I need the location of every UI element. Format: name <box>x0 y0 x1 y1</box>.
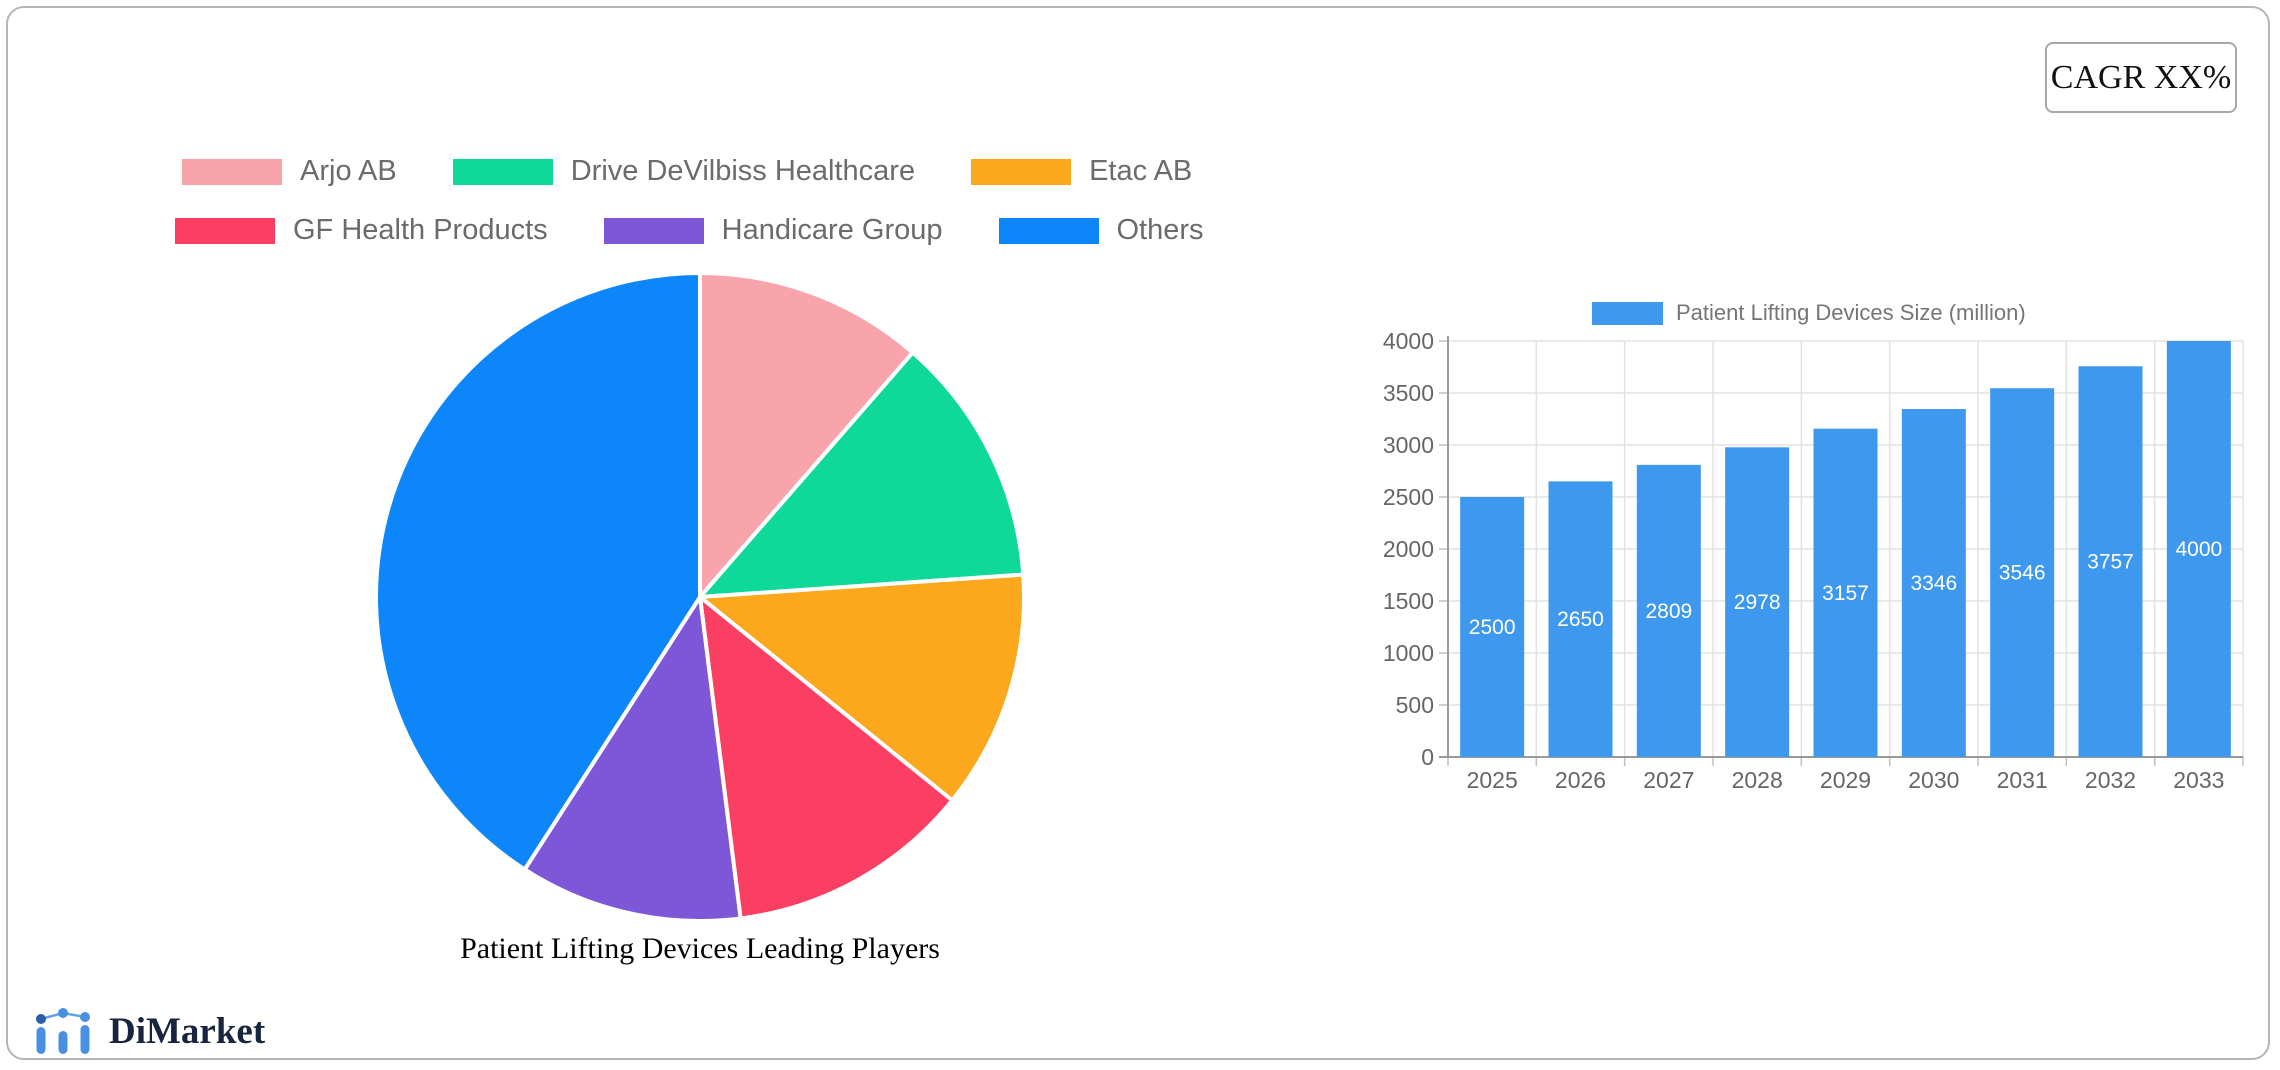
x-axis-tick-label: 2025 <box>1467 767 1518 793</box>
bar-legend: Patient Lifting Devices Size (million) <box>1592 300 2026 326</box>
legend-label: GF Health Products <box>293 214 548 247</box>
x-axis-tick-label: 2029 <box>1820 767 1871 793</box>
bar-value-label: 4000 <box>2175 538 2222 561</box>
x-axis-tick-label: 2026 <box>1555 767 1606 793</box>
legend-item-etac-ab: Etac AB <box>971 155 1192 188</box>
x-axis-tick-label: 2032 <box>2085 767 2136 793</box>
bar-value-label: 2650 <box>1557 608 1604 631</box>
x-axis-tick-label: 2030 <box>1908 767 1959 793</box>
y-axis-tick-label: 1000 <box>1383 640 1434 666</box>
bar-legend-label: Patient Lifting Devices Size (million) <box>1676 300 2026 326</box>
legend-swatch-others <box>999 218 1099 244</box>
y-axis-tick-label: 500 <box>1396 692 1434 718</box>
legend-item-gf-health-products: GF Health Products <box>175 214 548 247</box>
bar-value-label: 3546 <box>1999 562 2046 585</box>
bar-legend-swatch <box>1592 302 1663 325</box>
legend-item-arjo-ab: Arjo AB <box>182 155 397 188</box>
pie-legend-row-2: GF Health Products Handicare Group Others <box>175 214 1204 247</box>
y-axis-tick-label: 0 <box>1421 744 1434 770</box>
legend-swatch-handicare-group <box>604 218 704 244</box>
x-axis-tick-label: 2031 <box>1997 767 2048 793</box>
legend-label: Etac AB <box>1089 155 1192 188</box>
brand-name: DiMarket <box>109 1010 265 1053</box>
legend-swatch-gf-health-products <box>175 218 275 244</box>
x-axis-tick-label: 2033 <box>2173 767 2224 793</box>
pie-legend-row-1: Arjo AB Drive DeVilbiss Healthcare Etac AB <box>182 155 1192 188</box>
bar-value-label: 3346 <box>1910 572 1957 595</box>
legend-label: Arjo AB <box>300 155 397 188</box>
cagr-badge: CAGR XX% <box>2045 42 2237 113</box>
x-axis-tick-label: 2028 <box>1732 767 1783 793</box>
legend-item-drive-devilbiss-healthcare: Drive DeVilbiss Healthcare <box>453 155 915 188</box>
legend-swatch-arjo-ab <box>182 159 282 185</box>
bar-value-label: 3157 <box>1822 582 1869 605</box>
legend-label: Handicare Group <box>722 214 943 247</box>
y-axis-tick-label: 3500 <box>1383 380 1434 406</box>
y-axis-tick-label: 3000 <box>1383 432 1434 458</box>
legend-item-others: Others <box>999 214 1204 247</box>
bar-value-label: 2978 <box>1734 591 1781 614</box>
bar-chart: 0 500 1000 1500 2000 2500 3000 3500 4000 2500 2025… <box>1380 330 2260 820</box>
y-axis-tick-label: 4000 <box>1383 330 1434 354</box>
legend-swatch-etac-ab <box>971 159 1071 185</box>
x-axis-tick-label: 2027 <box>1643 767 1694 793</box>
cagr-label: CAGR XX% <box>2051 59 2231 97</box>
bar-value-label: 3757 <box>2087 551 2134 574</box>
pie-chart <box>370 267 1030 927</box>
brand-logo: DiMarket <box>33 1006 265 1056</box>
legend-label: Drive DeVilbiss Healthcare <box>571 155 915 188</box>
y-axis-tick-label: 2500 <box>1383 484 1434 510</box>
y-axis-tick-label: 2000 <box>1383 536 1434 562</box>
legend-swatch-drive-devilbiss-healthcare <box>453 159 553 185</box>
pie-chart-title: Patient Lifting Devices Leading Players <box>420 932 980 966</box>
bar-value-label: 2809 <box>1645 600 1692 623</box>
y-axis-tick-label: 1500 <box>1383 588 1434 614</box>
legend-item-handicare-group: Handicare Group <box>604 214 943 247</box>
dimarket-logo-icon <box>33 1006 99 1056</box>
legend-label: Others <box>1117 214 1204 247</box>
bar-value-label: 2500 <box>1469 616 1516 639</box>
